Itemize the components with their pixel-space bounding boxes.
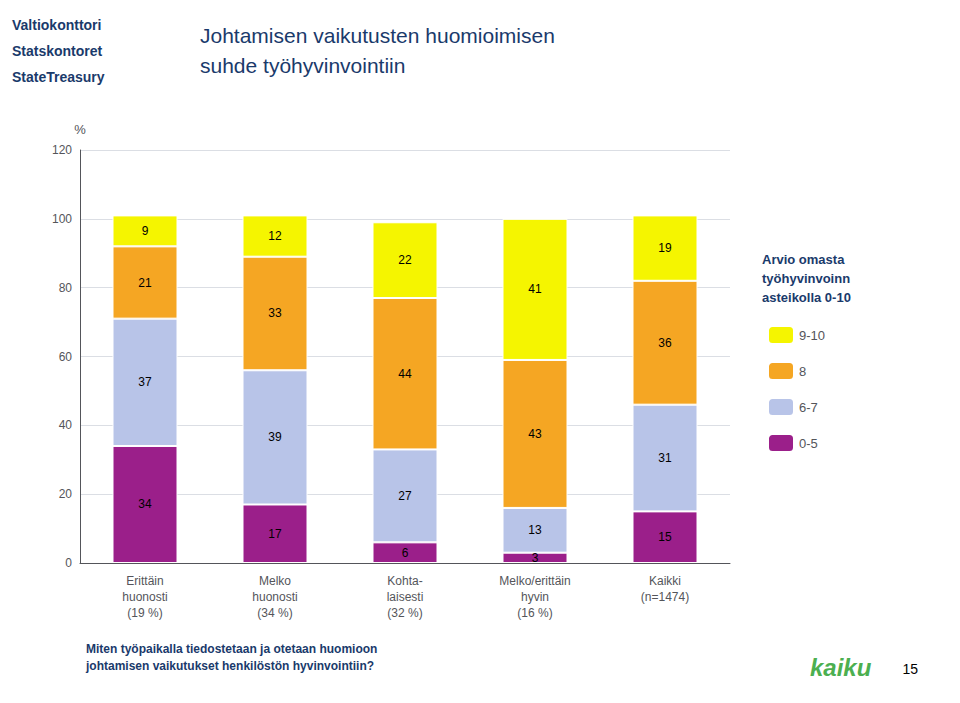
svg-text:työhyvinvoinn: työhyvinvoinn xyxy=(762,271,850,286)
svg-text:StateTreasury: StateTreasury xyxy=(12,69,105,85)
svg-text:johtamisen vaikutukset henkilö: johtamisen vaikutukset henkilöstön hyvin… xyxy=(85,659,374,673)
svg-text:15: 15 xyxy=(902,661,918,677)
svg-text:20: 20 xyxy=(59,487,73,501)
svg-text:27: 27 xyxy=(398,489,412,503)
svg-text:(32 %): (32 %) xyxy=(387,606,422,620)
svg-text:huonosti: huonosti xyxy=(122,590,167,604)
svg-text:Statskontoret: Statskontoret xyxy=(12,43,103,59)
svg-text:12: 12 xyxy=(268,229,282,243)
svg-text:Melko/erittäin: Melko/erittäin xyxy=(499,574,570,588)
svg-text:41: 41 xyxy=(528,282,542,296)
svg-text:0-5: 0-5 xyxy=(799,436,818,451)
svg-text:31: 31 xyxy=(658,451,672,465)
svg-text:(34 %): (34 %) xyxy=(257,606,292,620)
svg-text:100: 100 xyxy=(52,212,72,226)
svg-text:19: 19 xyxy=(658,241,672,255)
svg-text:39: 39 xyxy=(268,430,282,444)
svg-text:asteikolla 0-10: asteikolla 0-10 xyxy=(762,290,851,305)
svg-text:(16 %): (16 %) xyxy=(517,606,552,620)
svg-text:Erittäin: Erittäin xyxy=(126,574,163,588)
svg-text:6-7: 6-7 xyxy=(799,400,818,415)
svg-text:kaiku: kaiku xyxy=(810,654,872,681)
svg-text:17: 17 xyxy=(268,527,282,541)
svg-text:43: 43 xyxy=(528,427,542,441)
svg-text:Melko: Melko xyxy=(259,574,291,588)
svg-text:suhde työhyvinvointiin: suhde työhyvinvointiin xyxy=(200,54,405,77)
svg-text:laisesti: laisesti xyxy=(387,590,424,604)
svg-text:60: 60 xyxy=(59,350,73,364)
svg-text:6: 6 xyxy=(402,546,409,560)
svg-text:22: 22 xyxy=(398,253,412,267)
svg-text:Kohta-: Kohta- xyxy=(387,574,422,588)
svg-text:9-10: 9-10 xyxy=(799,328,825,343)
svg-text:13: 13 xyxy=(528,523,542,537)
svg-text:15: 15 xyxy=(658,530,672,544)
svg-text:3: 3 xyxy=(532,551,539,565)
svg-text:huonosti: huonosti xyxy=(252,590,297,604)
svg-text:hyvin: hyvin xyxy=(521,590,549,604)
svg-text:120: 120 xyxy=(52,143,72,157)
svg-text:Arvio omasta: Arvio omasta xyxy=(762,252,845,267)
svg-text:40: 40 xyxy=(59,418,73,432)
svg-text:%: % xyxy=(74,122,86,137)
svg-text:34: 34 xyxy=(138,497,152,511)
svg-text:33: 33 xyxy=(268,306,282,320)
svg-text:37: 37 xyxy=(138,375,152,389)
svg-text:8: 8 xyxy=(799,364,806,379)
svg-text:80: 80 xyxy=(59,281,73,295)
svg-text:21: 21 xyxy=(138,276,152,290)
svg-text:44: 44 xyxy=(398,367,412,381)
svg-text:9: 9 xyxy=(142,224,149,238)
svg-text:Valtiokonttori: Valtiokonttori xyxy=(12,17,101,33)
svg-text:(n=1474): (n=1474) xyxy=(641,590,689,604)
svg-text:Kaikki: Kaikki xyxy=(649,574,681,588)
svg-text:(19 %): (19 %) xyxy=(127,606,162,620)
svg-text:Johtamisen vaikutusten huomioi: Johtamisen vaikutusten huomioimisen xyxy=(200,24,555,47)
svg-text:Miten työpaikalla tiedostetaan: Miten työpaikalla tiedostetaan ja otetaa… xyxy=(86,642,377,656)
svg-text:36: 36 xyxy=(658,336,672,350)
svg-text:0: 0 xyxy=(65,556,72,570)
